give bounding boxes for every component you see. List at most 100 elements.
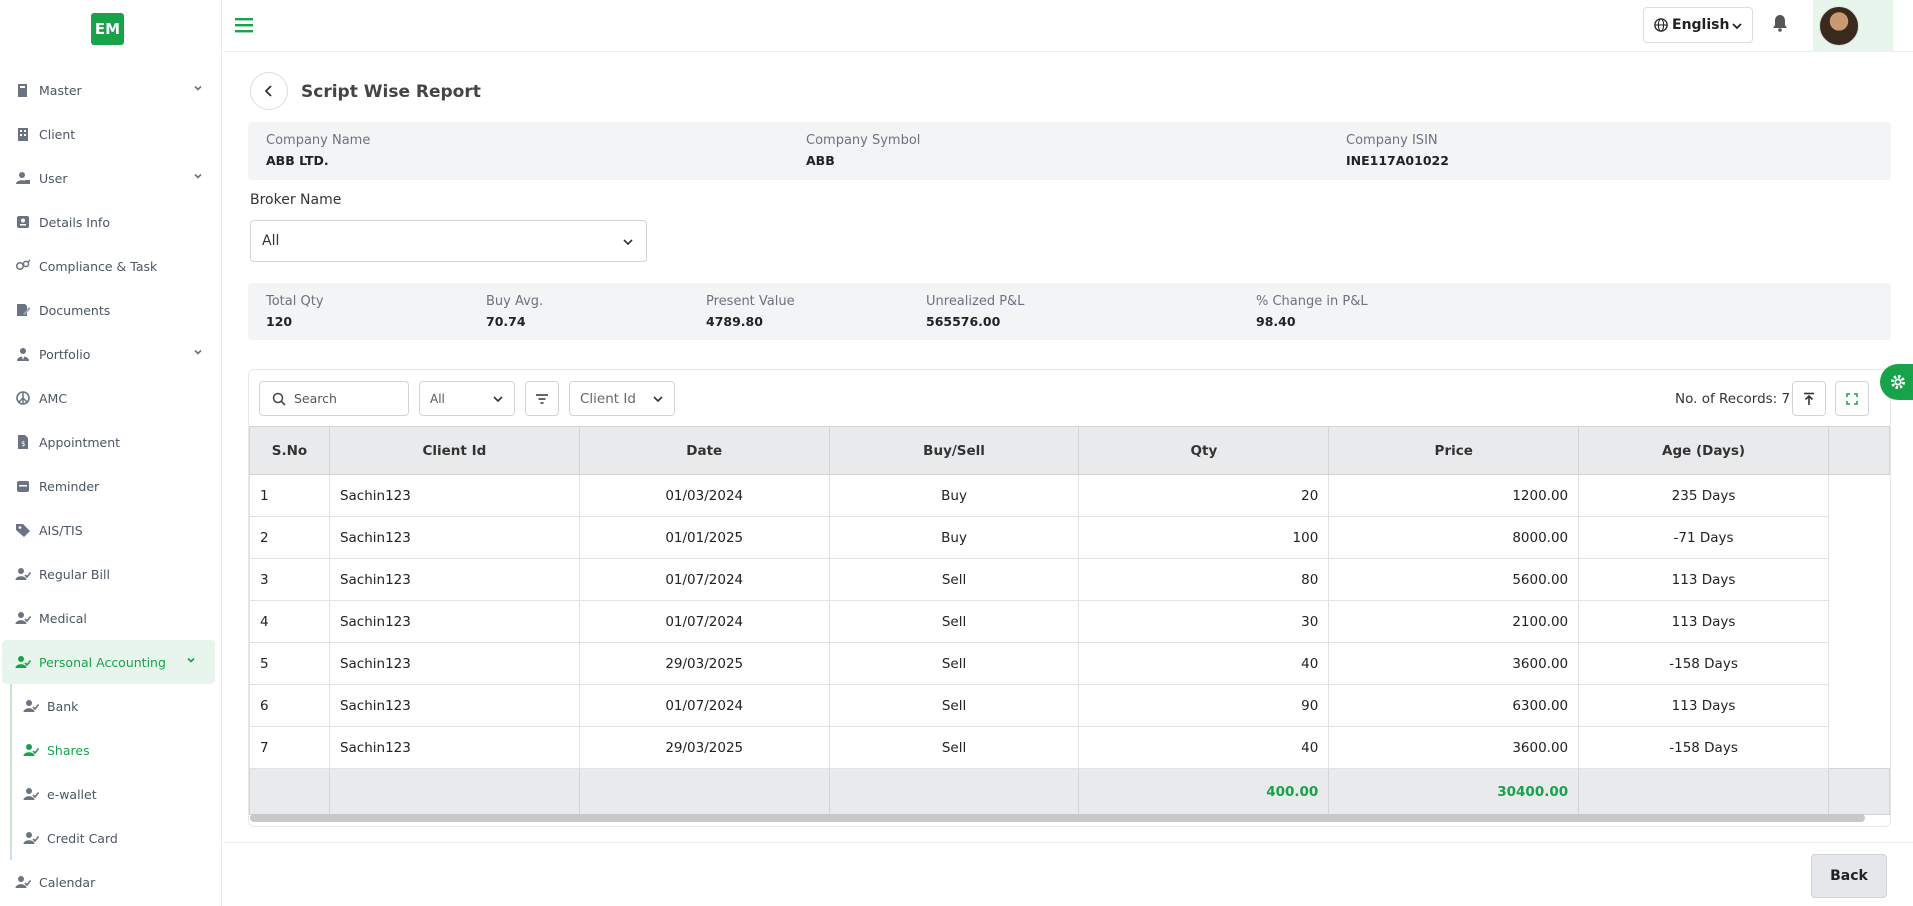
type-filter-select[interactable]: All (419, 381, 515, 416)
table-cell-spacer (1828, 643, 1889, 685)
company-name-field: Company Name ABB LTD. (266, 133, 370, 168)
sidebar-item-amc[interactable]: AMC (0, 376, 222, 420)
sidebar-item-user[interactable]: User (0, 156, 222, 200)
table-row[interactable]: 2 Sachin123 01/01/2025 Buy 100 8000.00 -71 Day… (249, 516, 1890, 559)
user-lock-icon (16, 172, 30, 184)
column-header[interactable]: Age (Days) (1578, 426, 1829, 475)
chevron-down-icon (653, 396, 663, 403)
upload-icon (1804, 392, 1814, 405)
sidebar-item-label: Medical (39, 610, 87, 626)
search-input[interactable]: Search (259, 381, 409, 416)
id-card-icon (17, 216, 29, 228)
back-arrow-button[interactable] (250, 72, 288, 110)
sidebar-item-label: Documents (39, 302, 111, 318)
sidebar-item-portfolio[interactable]: Portfolio (0, 332, 222, 376)
filter-button[interactable] (525, 381, 559, 416)
sidebar-item-details-info[interactable]: Details Info (0, 200, 222, 244)
horizontal-scrollbar[interactable] (250, 814, 1865, 822)
sidebar-item-reminder[interactable]: Reminder (0, 464, 222, 508)
sidebar-item-medical[interactable]: Medical (0, 596, 222, 640)
notification-bell-icon[interactable] (1772, 14, 1788, 32)
language-selector[interactable]: English (1643, 7, 1753, 43)
table-cell: Sell (828, 558, 1080, 601)
table-row[interactable]: 7 Sachin123 29/03/2025 Sell 40 3600.00 -158 Da… (249, 726, 1890, 769)
sidebar-item-e-wallet[interactable]: e-wallet (12, 772, 222, 816)
column-header[interactable]: Price (1328, 426, 1580, 475)
sidebar-item-calendar[interactable]: Calendar (0, 860, 222, 904)
column-header[interactable]: Buy/Sell (828, 426, 1080, 475)
table-cell: 01/07/2024 (578, 600, 830, 643)
sidebar-item-label: Client (39, 126, 76, 142)
chevron-down-icon (194, 173, 202, 179)
column-header[interactable]: Client Id (328, 426, 580, 475)
column-header[interactable]: Qty (1078, 426, 1330, 475)
gear-icon (1891, 375, 1905, 389)
sidebar-item-documents[interactable]: Documents (0, 288, 222, 332)
back-button[interactable]: Back (1811, 854, 1887, 898)
sidebar-item-compliance-task[interactable]: Compliance & Task (0, 244, 222, 288)
sidebar-icon (14, 257, 32, 275)
sidebar-icon (14, 477, 32, 495)
hamburger-menu-icon[interactable] (235, 17, 253, 33)
sidebar-item-label: Details Info (39, 214, 110, 230)
sidebar: EM Master Client User Details Info Complianc… (0, 0, 222, 906)
sidebar-item-label: Appointment (39, 434, 121, 450)
globe-icon (1654, 18, 1668, 32)
table-row[interactable]: 3 Sachin123 01/07/2024 Sell 80 5600.00 113 Day… (249, 558, 1890, 601)
sidebar-item-master[interactable]: Master (0, 68, 222, 112)
table-cell: Buy (828, 474, 1080, 517)
footer-cell (1578, 768, 1829, 815)
sidebar-item-label: AMC (39, 390, 68, 406)
sidebar-icon (14, 125, 32, 143)
table-cell-spacer (1828, 517, 1889, 559)
sidebar-item-ais-tis[interactable]: AIS/TIS (0, 508, 222, 552)
price-total: 30400.00 (1328, 768, 1580, 815)
fullscreen-button[interactable] (1835, 381, 1869, 416)
user-check-icon (23, 788, 39, 800)
table-cell: 29/03/2025 (578, 642, 830, 685)
table-cell-spacer (1828, 601, 1889, 643)
footer-cell (578, 768, 830, 815)
client-id-select[interactable]: Client Id (569, 381, 675, 416)
sidebar-item-appointment[interactable]: $ Appointment (0, 420, 222, 464)
sidebar-icon (14, 565, 32, 583)
export-button[interactable] (1792, 381, 1826, 416)
column-header[interactable]: S.No (249, 426, 330, 475)
table-row[interactable]: 1 Sachin123 01/03/2024 Buy 20 1200.00 235 Days (249, 474, 1890, 517)
user-menu[interactable] (1813, 0, 1893, 52)
table-cell: 113 Days (1578, 600, 1829, 643)
sidebar-item-shares[interactable]: Shares (12, 728, 222, 772)
sidebar-item-personal-accounting[interactable]: Personal Accounting (2, 640, 215, 684)
chevron-down-icon (187, 657, 195, 663)
table-row[interactable]: 4 Sachin123 01/07/2024 Sell 30 2100.00 113 Day… (249, 600, 1890, 643)
unrealized-pl-field: Unrealized P&L 565576.00 (926, 294, 1024, 329)
top-bar: English (223, 0, 1913, 52)
chevron-down-icon (194, 85, 202, 91)
sidebar-item-regular-bill[interactable]: Regular Bill (0, 552, 222, 596)
table-cell: 80 (1078, 558, 1330, 601)
table-row[interactable]: 5 Sachin123 29/03/2025 Sell 40 3600.00 -158 Da… (249, 642, 1890, 685)
table-cell: Sachin123 (328, 474, 580, 517)
sidebar-item-client[interactable]: Client (0, 112, 222, 156)
footer-cell (249, 768, 330, 815)
column-header[interactable]: Date (578, 426, 830, 475)
app-logo[interactable]: EM (91, 13, 124, 45)
sidebar-item-credit-card[interactable]: Credit Card (12, 816, 222, 860)
file-invoice-icon: $ (18, 435, 28, 449)
avatar[interactable] (1819, 6, 1859, 46)
table-row[interactable]: 6 Sachin123 01/07/2024 Sell 90 6300.00 113 Day… (249, 684, 1890, 727)
broker-name-label: Broker Name (250, 192, 342, 208)
company-name-label: Company Name (266, 133, 371, 148)
pct-change-field: % Change in P&L 98.40 (1256, 294, 1368, 329)
table-cell: 1 (249, 474, 330, 517)
settings-gear-button[interactable] (1880, 364, 1913, 400)
total-qty-value: 120 (266, 314, 293, 329)
table-header-row: S.No Client Id Date Buy/Sell Qty Price A… (249, 426, 1891, 475)
table-cell: 100 (1078, 516, 1330, 559)
company-symbol-label: Company Symbol (806, 133, 921, 148)
broker-name-select[interactable]: All (250, 220, 647, 262)
buy-avg-field: Buy Avg. 70.74 (486, 294, 543, 329)
table-cell: Sell (828, 726, 1080, 769)
sidebar-item-bank[interactable]: Bank (12, 684, 222, 728)
search-icon (272, 392, 286, 406)
